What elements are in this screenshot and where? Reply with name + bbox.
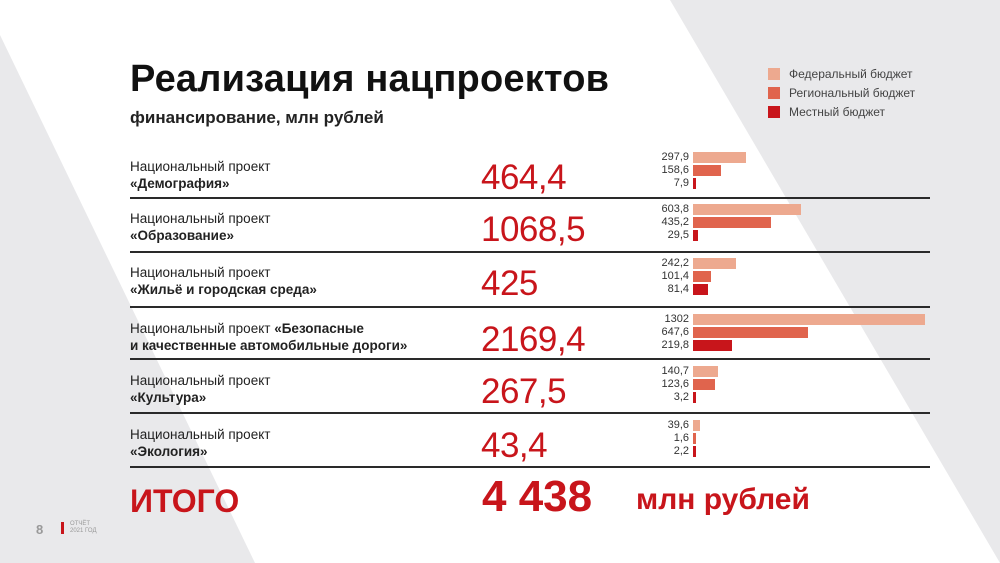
legend-item-local: Местный бюджет [768, 102, 915, 121]
legend-label-federal: Федеральный бюджет [789, 66, 913, 81]
bar-value-label: 2,2 [673, 445, 689, 457]
legend-item-federal: Федеральный бюджет [768, 64, 915, 83]
bar-value-label: 81,4 [667, 283, 689, 295]
bar-regional [693, 433, 696, 444]
legend-label-regional: Региональный бюджет [789, 85, 916, 100]
bar-value-label: 603,8 [661, 203, 689, 215]
bar-regional [693, 327, 809, 338]
bar-local [693, 340, 733, 351]
page-number: 8 [36, 522, 44, 537]
row-separator [130, 412, 930, 414]
project-label: Национальный проект «Демография» [130, 158, 470, 192]
project-prefix: Национальный проект [130, 427, 271, 442]
bar-value-label: 3,2 [673, 391, 689, 403]
project-name: «Экология» [130, 444, 208, 459]
row-separator [130, 466, 930, 468]
bar-value-label: 29,5 [667, 229, 689, 241]
project-name: и качественные автомобильные дороги» [130, 338, 408, 353]
page-subtitle: финансирование, млн рублей [130, 108, 384, 127]
bar-value-label: 297,9 [661, 151, 689, 163]
bar-value-label: 1302 [664, 313, 689, 325]
summary-value: 4 438 [482, 472, 593, 521]
legend-swatch-federal [768, 67, 780, 80]
project-name: «Жильё и городская среда» [130, 282, 317, 297]
row-separator [130, 251, 930, 253]
project-label: Национальный проект «Образование» [130, 210, 470, 244]
bar-regional [693, 165, 722, 176]
bar-value-label: 7,9 [673, 177, 689, 189]
bar-value-label: 101,4 [661, 270, 689, 282]
row-separator [130, 306, 930, 308]
project-name: «Образование» [130, 228, 234, 243]
project-label: Национальный проект «Культура» [130, 372, 470, 406]
bar-federal [693, 204, 801, 215]
project-total: 43,4 [481, 426, 548, 465]
bar-local [693, 284, 708, 295]
legend-item-regional: Региональный бюджет [768, 83, 915, 102]
project-prefix: Национальный проект [130, 159, 271, 174]
bar-federal [693, 366, 719, 377]
report-caption-line2: 2021 ГОД [70, 528, 97, 534]
report-caption: ОТЧЁТ 2021 ГОД [70, 521, 97, 535]
bar-regional [693, 217, 771, 228]
project-prefix: Национальный проект [130, 321, 271, 336]
project-total: 2169,4 [481, 320, 586, 359]
row-separator [130, 197, 930, 199]
bar-value-label: 140,7 [661, 365, 689, 377]
project-name-inline: «Безопасные [274, 321, 364, 336]
report-caption-line1: ОТЧЁТ [70, 521, 91, 527]
project-prefix: Национальный проект [130, 373, 271, 388]
bar-value-label: 123,6 [661, 378, 689, 390]
project-prefix: Национальный проект [130, 265, 271, 280]
bar-value-label: 158,6 [661, 164, 689, 176]
project-name: «Культура» [130, 390, 207, 405]
bar-local [693, 446, 696, 457]
bar-value-label: 647,6 [661, 326, 689, 338]
bar-regional [693, 379, 716, 390]
summary-unit: млн рублей [636, 483, 810, 516]
bar-local [693, 230, 699, 241]
page-title: Реализация нацпроектов [130, 58, 610, 100]
project-total: 267,5 [481, 372, 567, 411]
project-label: Национальный проект «Безопасные и качеств… [130, 320, 470, 354]
bar-federal [693, 152, 747, 163]
bar-federal [693, 258, 737, 269]
bar-value-label: 39,6 [667, 419, 689, 431]
legend-swatch-regional [768, 86, 780, 99]
legend-swatch-local [768, 105, 780, 118]
row-separator [130, 358, 930, 360]
bar-value-label: 219,8 [661, 339, 689, 351]
project-prefix: Национальный проект [130, 211, 271, 226]
legend-label-local: Местный бюджет [789, 104, 885, 119]
bar-value-label: 435,2 [661, 216, 689, 228]
project-total: 464,4 [481, 158, 567, 197]
summary-label: ИТОГО [130, 483, 240, 519]
bar-local [693, 392, 696, 403]
chart-legend: Федеральный бюджет Региональный бюджет М… [768, 64, 915, 121]
bar-local [693, 178, 696, 189]
bar-value-label: 1,6 [673, 432, 689, 444]
project-total: 1068,5 [481, 210, 586, 249]
project-label: Национальный проект «Экология» [130, 426, 470, 460]
page-marker [61, 522, 64, 534]
bar-federal [693, 420, 701, 431]
project-total: 425 [481, 264, 538, 303]
project-label: Национальный проект «Жильё и городская ср… [130, 264, 470, 298]
bar-value-label: 242,2 [661, 257, 689, 269]
bar-regional [693, 271, 712, 282]
bar-federal [693, 314, 925, 325]
project-name: «Демография» [130, 176, 230, 191]
